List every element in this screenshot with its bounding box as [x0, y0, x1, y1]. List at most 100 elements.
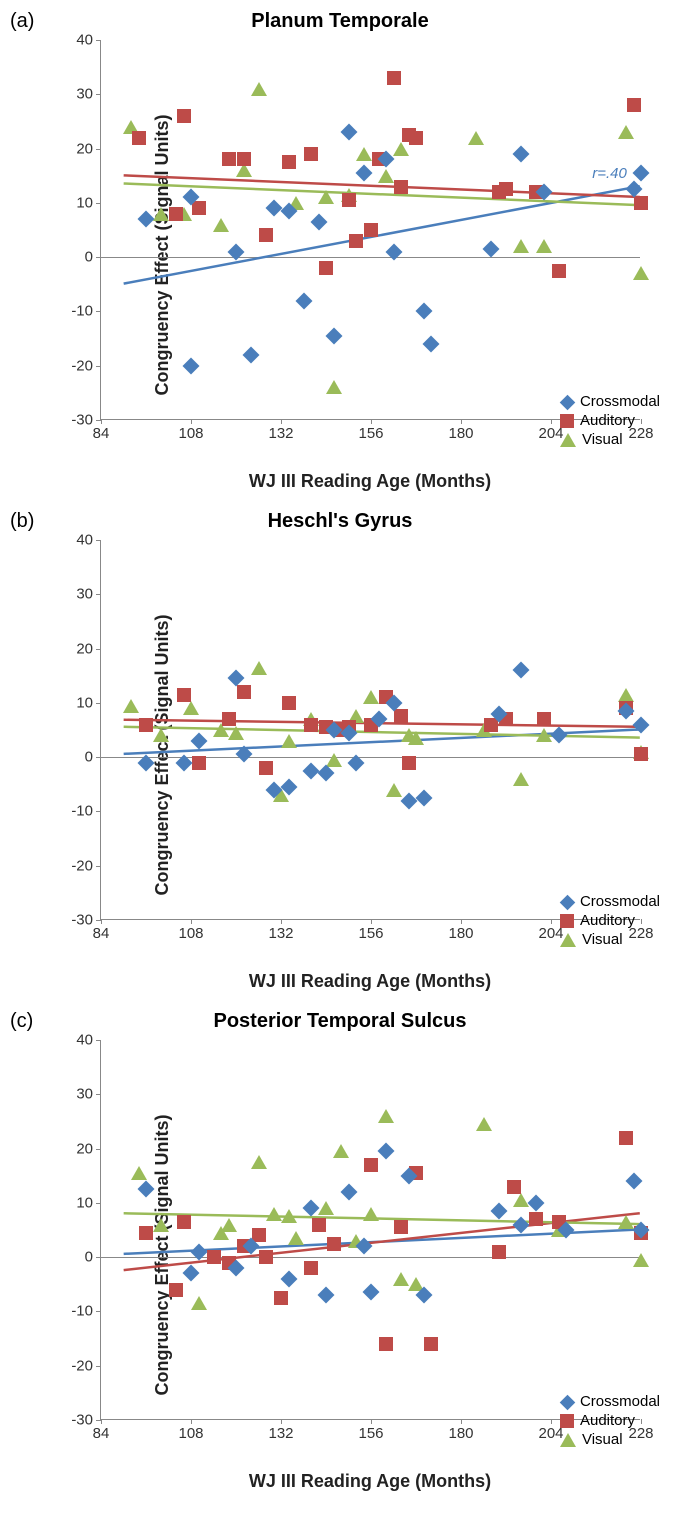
visual-point [183, 701, 199, 715]
visual-point [131, 1166, 147, 1180]
x-tick-mark [191, 919, 192, 924]
auditory-point [402, 756, 416, 770]
x-tick-mark [281, 1419, 282, 1424]
legend-item: Crossmodal [560, 893, 660, 910]
auditory-point [319, 261, 333, 275]
visual-point [266, 1207, 282, 1221]
square-icon [560, 914, 574, 928]
visual-point [393, 142, 409, 156]
auditory-point [139, 1226, 153, 1240]
visual-point [633, 1253, 649, 1267]
visual-point [513, 239, 529, 253]
chart-panel: (b)Heschl's GyrusCongruency Effect (Sign… [10, 510, 670, 1000]
visual-point [153, 728, 169, 742]
x-tick-mark [371, 419, 372, 424]
auditory-point [327, 1237, 341, 1251]
auditory-point [304, 147, 318, 161]
visual-point [228, 726, 244, 740]
square-icon [560, 1414, 574, 1428]
visual-point [213, 218, 229, 232]
visual-point [378, 1109, 394, 1123]
auditory-point [259, 228, 273, 242]
auditory-point [394, 1220, 408, 1234]
legend-label: Visual [582, 931, 623, 948]
x-tick-mark [191, 419, 192, 424]
auditory-point [552, 264, 566, 278]
legend-item: Auditory [560, 1412, 660, 1429]
x-tick-mark [461, 1419, 462, 1424]
visual-point [618, 688, 634, 702]
visual-point [536, 728, 552, 742]
x-tick-mark [461, 919, 462, 924]
auditory-point [627, 98, 641, 112]
legend: Crossmodal Auditory Visual [560, 1391, 660, 1450]
auditory-point [207, 1250, 221, 1264]
panel-title: Posterior Temporal Sulcus [10, 1010, 670, 1033]
auditory-point [222, 152, 236, 166]
auditory-point [537, 712, 551, 726]
visual-point [288, 1231, 304, 1245]
x-tick-mark [281, 919, 282, 924]
legend-label: Crossmodal [580, 1393, 660, 1410]
legend-item: Crossmodal [560, 393, 660, 410]
plot-area: -30-20-1001020304084108132156180204228 [100, 540, 640, 920]
plot-area: -30-20-1001020304084108132156180204228r=… [100, 40, 640, 420]
auditory-point [492, 1245, 506, 1259]
correlation-annotation: r=.40 [592, 165, 627, 182]
legend-item: Crossmodal [560, 1393, 660, 1410]
visual-point [333, 1144, 349, 1158]
visual-point [251, 82, 267, 96]
chart-panel: (a)Planum TemporaleCongruency Effect (Si… [10, 10, 670, 500]
x-tick-mark [461, 419, 462, 424]
legend-label: Auditory [580, 1412, 635, 1429]
auditory-point [349, 234, 363, 248]
auditory-point [282, 155, 296, 169]
visual-point [363, 690, 379, 704]
triangle-icon [560, 933, 576, 947]
visual-point [476, 1117, 492, 1131]
legend-label: Crossmodal [580, 393, 660, 410]
legend: Crossmodal Auditory Visual [560, 891, 660, 950]
visual-point [281, 1209, 297, 1223]
visual-point [318, 190, 334, 204]
panel-title: Planum Temporale [10, 10, 670, 33]
x-axis-label: WJ III Reading Age (Months) [100, 1471, 640, 1492]
visual-point [513, 1193, 529, 1207]
square-icon [560, 414, 574, 428]
auditory-point [304, 1261, 318, 1275]
visual-point [281, 734, 297, 748]
auditory-point [312, 1218, 326, 1232]
visual-point [153, 1218, 169, 1232]
visual-point [191, 1296, 207, 1310]
legend-item: Visual [560, 931, 660, 948]
x-axis-label: WJ III Reading Age (Months) [100, 971, 640, 992]
auditory-point [304, 718, 318, 732]
visual-point [468, 131, 484, 145]
chart-panel: (c)Posterior Temporal SulcusCongruency E… [10, 1010, 670, 1500]
diamond-icon [560, 1395, 574, 1409]
auditory-point [394, 180, 408, 194]
x-tick-mark [551, 419, 552, 424]
visual-point [386, 783, 402, 797]
auditory-point [259, 761, 273, 775]
auditory-point [177, 1215, 191, 1229]
legend: CrossmodalAuditoryVisual [560, 391, 660, 450]
auditory-point [634, 747, 648, 761]
auditory-point [177, 109, 191, 123]
auditory-point [379, 1337, 393, 1351]
triangle-icon [560, 1433, 576, 1447]
visual-point [633, 266, 649, 280]
auditory-point [282, 696, 296, 710]
visual-point [251, 661, 267, 675]
x-axis-label: WJ III Reading Age (Months) [100, 471, 640, 492]
x-tick-mark [101, 419, 102, 424]
legend-item: Visual [560, 431, 660, 448]
visual-point [378, 169, 394, 183]
triangle-icon [560, 433, 576, 447]
x-tick-mark [101, 1419, 102, 1424]
visual-point [393, 1272, 409, 1286]
diamond-icon [560, 395, 574, 409]
legend-item: Visual [560, 1431, 660, 1448]
legend-label: Auditory [580, 912, 635, 929]
auditory-point [192, 201, 206, 215]
